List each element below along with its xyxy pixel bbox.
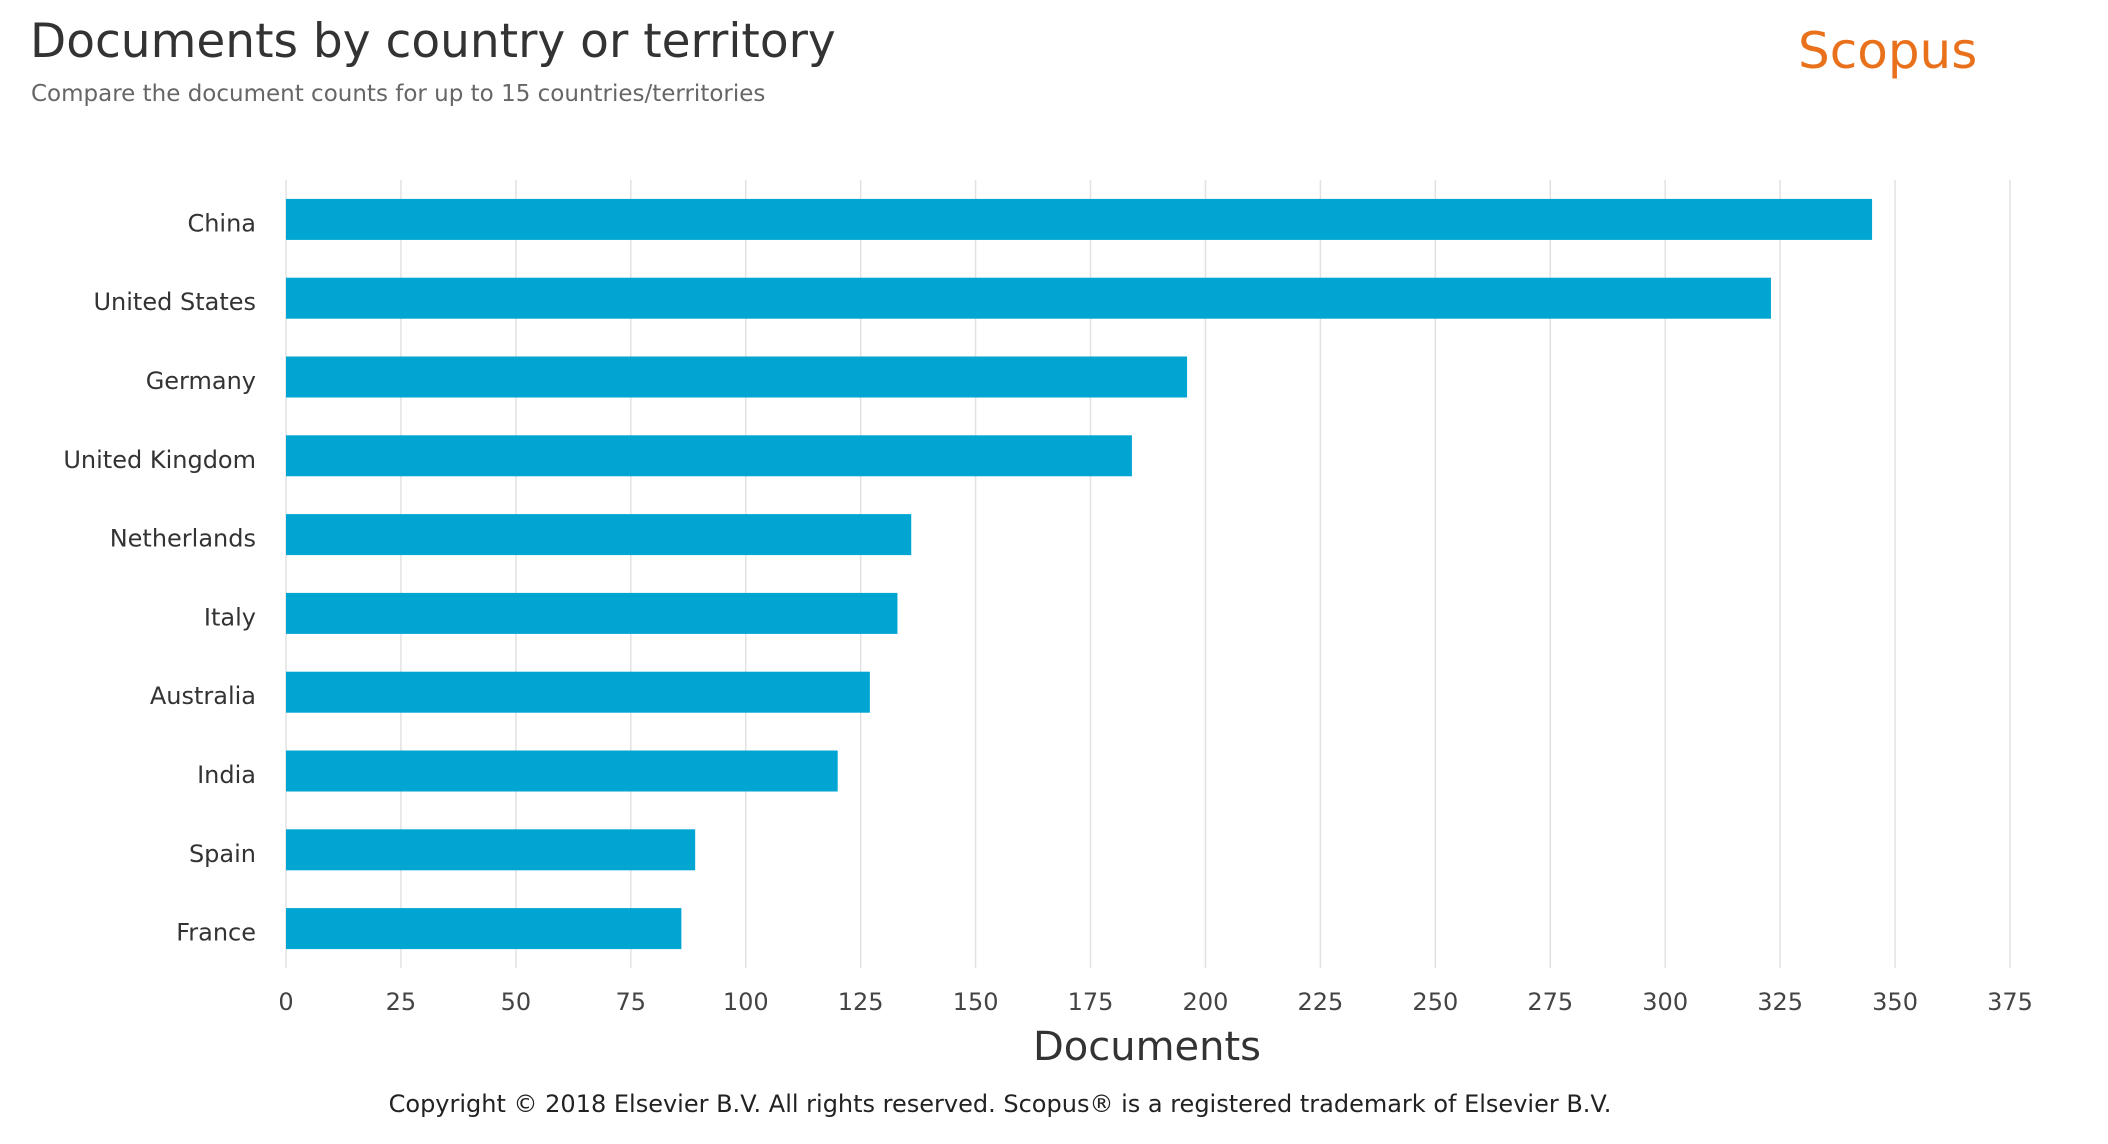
x-tick-label: 375 [1987, 988, 2033, 1016]
x-tick-label: 75 [616, 988, 647, 1016]
y-tick-label: Netherlands [110, 525, 256, 553]
x-tick-label: 175 [1068, 988, 1114, 1016]
y-tick-label: France [176, 919, 256, 947]
x-tick-label: 350 [1872, 988, 1918, 1016]
x-tick-label: 150 [953, 988, 999, 1016]
y-tick-label: India [197, 761, 256, 789]
x-axis-title: Documents [1033, 1024, 1261, 1070]
x-tick-label: 125 [838, 988, 884, 1016]
y-tick-label: United Kingdom [63, 446, 256, 474]
bar-united-kingdom [286, 435, 1132, 477]
bar-australia [286, 671, 870, 713]
y-tick-label: Australia [150, 682, 256, 710]
x-tick-label: 275 [1527, 988, 1573, 1016]
x-tick-label: 225 [1297, 988, 1343, 1016]
x-tick-label: 100 [723, 988, 769, 1016]
bar-netherlands [286, 514, 912, 556]
bar-united-states [286, 277, 1771, 319]
x-tick-label: 200 [1183, 988, 1229, 1016]
bar-france [286, 908, 682, 950]
x-tick-label: 0 [278, 988, 293, 1016]
y-tick-label: China [187, 209, 256, 237]
x-tick-label: 325 [1757, 988, 1803, 1016]
x-tick-label: 50 [501, 988, 532, 1016]
y-tick-label: Italy [204, 603, 256, 631]
bar-germany [286, 356, 1188, 398]
scopus-logo: Scopus [1798, 22, 1978, 80]
x-tick-label: 250 [1412, 988, 1458, 1016]
copyright-text: Copyright © 2018 Elsevier B.V. All right… [388, 1090, 1612, 1118]
bar-spain [286, 829, 696, 871]
x-tick-label: 25 [386, 988, 417, 1016]
bar-china [286, 198, 1873, 240]
chart-subtitle: Compare the document counts for up to 15… [31, 81, 766, 107]
y-tick-label: United States [93, 288, 256, 316]
bar-italy [286, 592, 898, 634]
x-tick-label: 300 [1642, 988, 1688, 1016]
bar-india [286, 750, 838, 792]
y-tick-label: Spain [189, 840, 256, 868]
chart-title: Documents by country or territory [30, 14, 836, 69]
y-tick-label: Germany [146, 367, 256, 395]
